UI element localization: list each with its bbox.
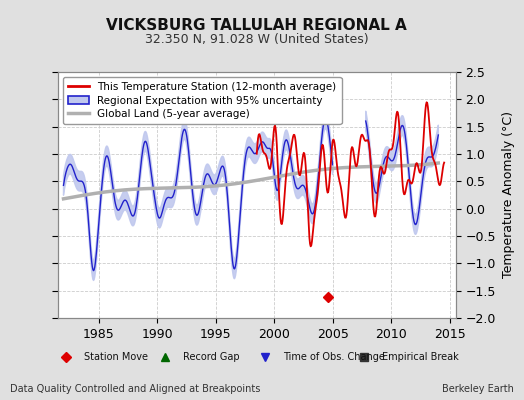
Text: 32.350 N, 91.028 W (United States): 32.350 N, 91.028 W (United States) <box>145 33 368 46</box>
Text: Berkeley Earth: Berkeley Earth <box>442 384 514 394</box>
Text: Station Move: Station Move <box>83 352 148 362</box>
Text: Empirical Break: Empirical Break <box>382 352 459 362</box>
Text: VICKSBURG TALLULAH REGIONAL A: VICKSBURG TALLULAH REGIONAL A <box>106 18 407 33</box>
Text: Record Gap: Record Gap <box>183 352 239 362</box>
Y-axis label: Temperature Anomaly (°C): Temperature Anomaly (°C) <box>501 112 515 278</box>
Text: Time of Obs. Change: Time of Obs. Change <box>282 352 385 362</box>
Legend: This Temperature Station (12-month average), Regional Expectation with 95% uncer: This Temperature Station (12-month avera… <box>63 77 342 124</box>
Text: Data Quality Controlled and Aligned at Breakpoints: Data Quality Controlled and Aligned at B… <box>10 384 261 394</box>
